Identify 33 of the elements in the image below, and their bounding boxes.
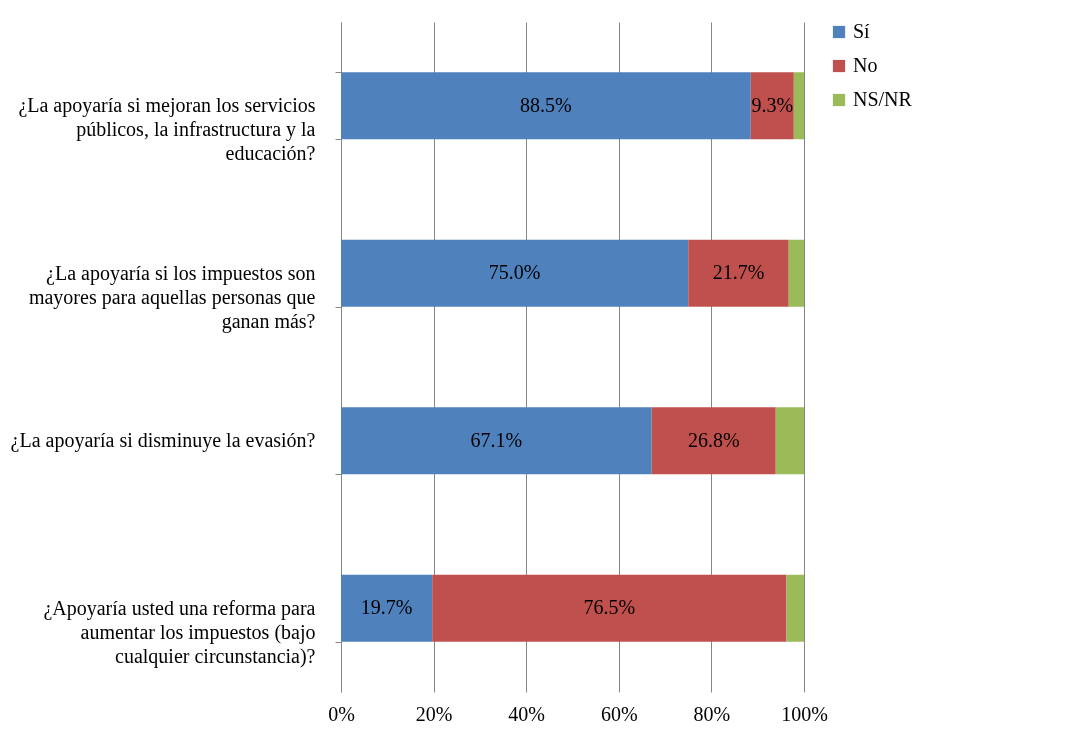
bar [651,407,776,475]
bar [341,239,689,307]
bar [341,72,751,140]
legend-label: No [853,54,878,76]
y-tick-label: ¿La apoyaría si los impuestos son mayores para aquellas personas que ganan más? [28,261,316,333]
y-tick-label: ¿La apoyaría si mejoran los servicios públicos, la infrastructura y la educación? [18,94,316,165]
y-tick-label: ¿La apoyaría si disminuye la evasión? [10,429,316,453]
data-label: 9.3% [751,93,794,116]
bar [786,574,804,642]
bar [341,574,433,642]
x-tick-label: 100% [781,702,828,725]
x-tick-label: 40% [508,702,546,725]
legend-label: Sí [853,20,871,42]
bar [788,239,804,307]
data-label: 76.5% [583,596,636,619]
bar [793,72,804,140]
bar [432,574,787,642]
bar [775,407,804,475]
x-tick-label: 60% [600,702,638,725]
bar [688,239,789,307]
bar [341,407,652,475]
data-label: 67.1% [470,428,523,451]
x-tick-label: 80% [693,702,731,725]
data-label: 88.5% [520,93,572,116]
x-tick-label: 20% [415,702,453,725]
x-tick-label: 0% [328,702,355,725]
bar [750,72,794,140]
data-label: 21.7% [712,261,765,284]
data-label: 26.8% [687,428,740,451]
y-tick-label: ¿Apoyaría usted una reforma para aumentar los impuestos (bajo cualquier circunstancia)? [43,596,316,668]
data-label: 75.0% [488,261,541,284]
legend-label: NS/NR [853,88,913,110]
data-label: 19.7% [360,596,413,619]
